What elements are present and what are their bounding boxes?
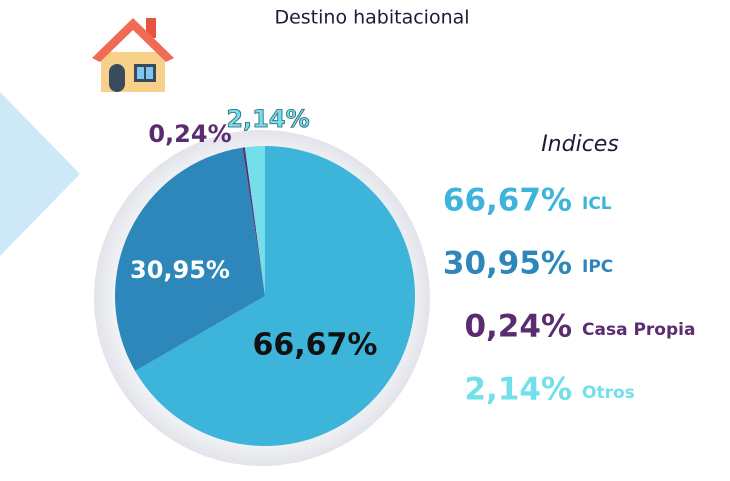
legend-label: Otros: [582, 383, 635, 403]
house-icon: [92, 18, 174, 92]
legend-title: Indices: [541, 132, 619, 157]
legend-value: 2,14%: [464, 372, 572, 408]
pie-slice: [242, 147, 265, 296]
legend-label: ICL: [582, 194, 612, 214]
legend-value: 66,67%: [443, 183, 572, 219]
pie-slice: [244, 146, 265, 296]
slice-label: 30,95%: [130, 256, 230, 284]
legend-value: 30,95%: [443, 246, 572, 282]
legend-label: Casa Propia: [582, 320, 695, 340]
decoration: [0, 92, 80, 256]
slice-label: 66,67%: [253, 328, 378, 363]
pie-slice: [114, 147, 265, 371]
subtitle: Destino habitacional: [274, 7, 469, 29]
pie-slice: [135, 146, 416, 446]
slice-label: 2,14%: [226, 105, 309, 133]
legend-value: 0,24%: [464, 309, 572, 345]
slice-label: 0,24%: [148, 120, 231, 148]
legend-label: IPC: [582, 257, 613, 277]
